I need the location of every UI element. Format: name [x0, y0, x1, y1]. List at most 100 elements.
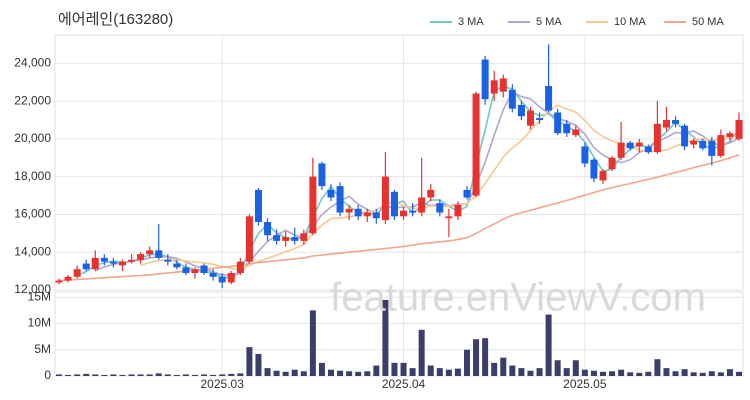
volume-bar	[119, 374, 126, 376]
volume-bar	[373, 365, 380, 376]
candle-body	[354, 208, 362, 217]
x-tick-label: 2025.04	[382, 377, 426, 391]
volume-bar	[246, 347, 253, 376]
volume-bar	[128, 374, 135, 376]
y-tick-label: 12,000	[14, 282, 51, 296]
candle-body	[254, 189, 262, 222]
volume-bar	[101, 374, 108, 376]
candle-body	[672, 120, 680, 124]
x-tick-label: 2025.03	[201, 377, 245, 391]
volume-bar	[309, 310, 316, 376]
candle-body	[309, 176, 317, 234]
volume-bar	[672, 371, 679, 376]
candle-body	[227, 273, 235, 283]
volume-bar	[563, 368, 570, 376]
candle-body	[137, 254, 145, 260]
volume-bar	[708, 371, 715, 376]
volume-bar	[717, 372, 724, 376]
candle-body	[372, 212, 380, 219]
volume-bar	[473, 339, 480, 376]
candle-body	[300, 233, 308, 241]
volume-bar	[65, 374, 72, 376]
volume-bar	[645, 371, 652, 376]
candle-body	[64, 276, 72, 281]
x-tick-label: 2025.05	[563, 377, 607, 391]
volume-bar	[491, 362, 498, 376]
volume-bar	[355, 371, 362, 376]
candle-body	[336, 186, 344, 213]
volume-bar	[418, 329, 425, 376]
volume-bar	[164, 374, 171, 376]
volume-bar	[210, 374, 217, 376]
candle-body	[209, 273, 217, 277]
y-tick-label: 18,000	[14, 169, 51, 183]
candle-body	[590, 159, 598, 179]
volume-bar	[454, 368, 461, 376]
candle-body	[472, 93, 480, 196]
candle-body	[563, 123, 571, 134]
volume-bar	[219, 374, 226, 376]
candle-body	[128, 259, 136, 262]
volume-bar	[609, 371, 616, 376]
candle-body	[662, 120, 670, 128]
candle-body	[445, 216, 453, 219]
y-tick-label: 5M	[34, 342, 51, 356]
volume-bar	[346, 371, 353, 376]
candle-body	[653, 123, 661, 153]
volume-bar	[545, 314, 552, 376]
candle-body	[735, 120, 743, 139]
volume-bar	[699, 372, 706, 376]
candle-body	[554, 112, 562, 134]
volume-bar	[56, 374, 62, 376]
volume-bar	[590, 370, 597, 376]
volume-bar	[92, 374, 99, 376]
volume-bar	[482, 338, 489, 376]
candle-body	[545, 86, 553, 111]
candle-body	[454, 205, 462, 217]
y-tick-label: 15M	[28, 289, 51, 303]
volume-bar	[636, 372, 643, 376]
candle-body	[717, 135, 725, 156]
candle-body	[427, 189, 435, 198]
volume-bar	[464, 349, 470, 376]
candle-body	[200, 265, 208, 273]
candle-body	[327, 189, 335, 198]
volume-bar	[237, 373, 244, 376]
volume-bar	[400, 362, 407, 376]
volume-bar	[627, 372, 634, 376]
candle-body	[608, 157, 616, 170]
volume-bar	[663, 368, 670, 376]
volume-bar	[654, 359, 661, 376]
candle-body	[463, 189, 471, 198]
candle-body	[100, 257, 108, 262]
volume-bar	[255, 353, 262, 376]
y-tick-label: 22,000	[14, 93, 51, 107]
volume-bar	[618, 369, 625, 376]
candle-body	[118, 261, 126, 266]
candle-body	[273, 235, 281, 241]
volume-bar	[155, 373, 162, 376]
volume-bar	[146, 374, 153, 376]
candle-body	[164, 259, 172, 262]
candle-body	[436, 203, 444, 213]
candle-body	[726, 133, 734, 137]
volume-bar	[137, 374, 144, 376]
candle-body	[418, 197, 426, 213]
legend-label: 10 MA	[614, 16, 646, 28]
candle-body	[526, 110, 534, 126]
candle-body	[517, 104, 525, 117]
candle-body	[508, 89, 516, 109]
candle-body	[291, 237, 299, 241]
volume-bar	[554, 360, 561, 376]
candle-body	[109, 261, 117, 264]
volume-bar	[382, 299, 389, 376]
candle-body	[191, 269, 199, 273]
volume-bar	[273, 370, 280, 376]
y-tick-label: 24,000	[14, 56, 51, 70]
volume-bar	[182, 374, 189, 376]
candle-body	[318, 163, 326, 187]
candle-body	[155, 250, 163, 258]
candle-body	[73, 269, 81, 277]
candle-body	[345, 208, 353, 213]
y-tick-label: 14,000	[14, 244, 51, 258]
